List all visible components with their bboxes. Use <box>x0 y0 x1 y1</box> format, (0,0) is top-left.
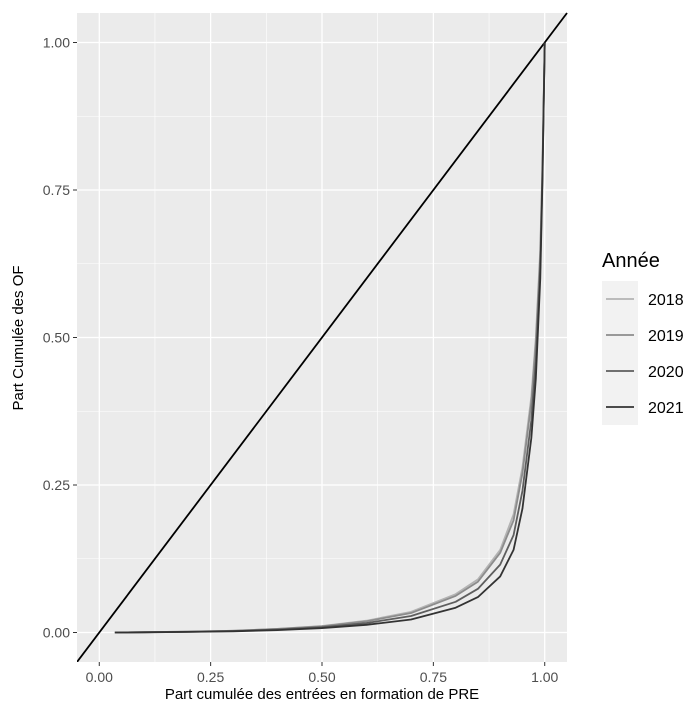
y-tick-label: 0.50 <box>43 330 70 346</box>
legend-title: Année <box>602 250 660 272</box>
series-line-2021 <box>114 42 546 634</box>
x-tick-label: 0.75 <box>420 669 447 685</box>
legend: Année 2018 2019 2020 2021 <box>602 250 684 425</box>
legend-label-2018: 2018 <box>648 292 684 309</box>
x-tick-label: 0.50 <box>308 669 335 685</box>
legend-label-2021: 2021 <box>648 400 684 417</box>
x-tick-label: 0.00 <box>86 669 113 685</box>
legend-label-2019: 2019 <box>648 328 684 345</box>
x-tick-label: 0.25 <box>197 669 224 685</box>
equality-line <box>77 12 568 662</box>
y-axis-title: Part Cumulée des OF <box>10 265 27 410</box>
y-tick-label: 0.00 <box>43 625 70 641</box>
y-tick-label: 1.00 <box>43 35 70 51</box>
x-tick-label: 1.00 <box>531 669 558 685</box>
y-tick-label: 0.25 <box>43 477 70 493</box>
x-axis-title: Part cumulée des entrées en formation de… <box>165 686 479 703</box>
y-tick-label: 0.75 <box>43 182 70 198</box>
legend-label-2020: 2020 <box>648 364 684 381</box>
